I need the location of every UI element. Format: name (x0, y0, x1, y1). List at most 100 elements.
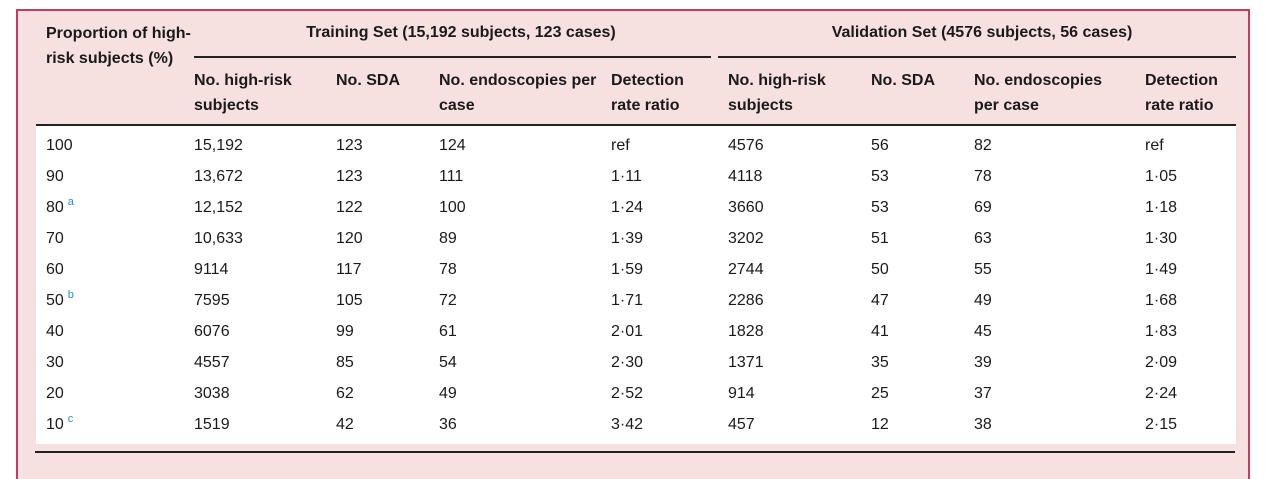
data-cell: 56 (871, 137, 889, 154)
data-cell: 39 (974, 354, 992, 371)
data-cell: 1·18 (1145, 199, 1178, 216)
data-cell: 2·15 (1145, 416, 1178, 433)
data-cell: 2·24 (1145, 385, 1178, 402)
column-header: No. high-risk subjects (194, 58, 336, 126)
data-cell: 2·09 (1145, 354, 1178, 371)
column-header: No. high-risk subjects (728, 58, 871, 126)
group-header-validation: Validation Set (4576 subjects, 56 cases) (718, 11, 1237, 58)
row-header: Proportion of high-risk subjects (%) (36, 11, 194, 126)
column-header: No. SDA (871, 58, 974, 126)
data-cell: 1·71 (611, 292, 644, 309)
column-header: No. SDA (336, 58, 439, 126)
data-cell: 37 (974, 385, 992, 402)
proportion-cell: 70 (36, 223, 194, 254)
data-cell: 1519 (194, 416, 230, 433)
proportion-cell: 80 a (36, 192, 194, 223)
data-cell: 49 (974, 292, 992, 309)
data-cell: 69 (974, 199, 992, 216)
data-cell: 1371 (728, 354, 764, 371)
data-cell: 63 (974, 230, 992, 247)
data-cell: 123 (336, 168, 363, 185)
group-label: Validation Set (4576 subjects, 56 cases) (831, 24, 1133, 41)
data-cell: ref (611, 137, 630, 154)
column-header: No. endoscopies per case (439, 58, 611, 126)
proportion-cell: 100 (36, 125, 194, 161)
data-cell: 2·01 (611, 323, 644, 340)
table-row: 100 15,192 123 124 ref 4576 56 82 ref (36, 125, 1236, 161)
data-cell: 3·42 (611, 416, 644, 433)
data-cell: 55 (974, 261, 992, 278)
proportion-value: 70 (46, 230, 64, 247)
data-cell: 1·24 (611, 199, 644, 216)
data-cell: 78 (974, 168, 992, 185)
data-cell: 4576 (728, 137, 764, 154)
data-cell: 15,192 (194, 137, 243, 154)
data-cell: 1·11 (611, 168, 642, 185)
padding-cell (36, 440, 1236, 444)
data-cell: 50 (871, 261, 889, 278)
data-cell: 6076 (194, 323, 230, 340)
data-cell: 123 (336, 137, 363, 154)
table-row: 60 9114 117 78 1·59 2744 50 55 1·49 (36, 254, 1236, 285)
column-header: Detection rate ratio (611, 58, 728, 126)
data-cell: 49 (439, 385, 457, 402)
proportion-cell: 40 (36, 316, 194, 347)
data-cell: 124 (439, 137, 466, 154)
footnote-link[interactable]: a (67, 196, 74, 208)
data-cell: 914 (728, 385, 755, 402)
data-cell: 117 (336, 261, 362, 278)
data-cell: 457 (728, 416, 755, 433)
data-cell: 13,672 (194, 168, 243, 185)
data-cell: 1·39 (611, 230, 644, 247)
proportion-cell: 10 c (36, 409, 194, 440)
table-row: 40 6076 99 61 2·01 1828 41 45 1·83 (36, 316, 1236, 347)
proportion-value: 100 (46, 137, 73, 154)
data-cell: ref (1145, 137, 1164, 154)
data-cell: 4557 (194, 354, 230, 371)
data-cell: 3660 (728, 199, 764, 216)
data-cell: 35 (871, 354, 889, 371)
data-cell: 89 (439, 230, 457, 247)
table-row: 20 3038 62 49 2·52 914 25 37 2·24 (36, 378, 1236, 409)
data-cell: 2·52 (611, 385, 644, 402)
group-header-training: Training Set (15,192 subjects, 123 cases… (194, 11, 728, 58)
data-cell: 25 (871, 385, 889, 402)
data-cell: 82 (974, 137, 992, 154)
data-cell: 62 (336, 385, 354, 402)
data-cell: 2·30 (611, 354, 644, 371)
proportion-cell: 50 b (36, 285, 194, 316)
data-cell: 105 (336, 292, 363, 309)
proportion-value: 60 (46, 261, 64, 278)
table-row: 50 b 7595 105 72 1·71 2286 47 49 1·68 (36, 285, 1236, 316)
data-cell: 51 (871, 230, 889, 247)
data-cell: 41 (871, 323, 889, 340)
proportion-value: 10 (46, 416, 64, 433)
data-cell: 42 (336, 416, 354, 433)
column-header: No. endoscopies per case (974, 58, 1145, 126)
proportion-cell: 90 (36, 161, 194, 192)
table-row: 30 4557 85 54 2·30 1371 35 39 2·09 (36, 347, 1236, 378)
data-cell: 12,152 (194, 199, 243, 216)
footnote-link[interactable]: c (67, 413, 74, 425)
data-cell: 45 (974, 323, 992, 340)
data-cell: 10,633 (194, 230, 243, 247)
column-header: Detection rate ratio (1145, 58, 1237, 126)
data-cell: 54 (439, 354, 457, 371)
data-cell: 3202 (728, 230, 764, 247)
data-cell: 120 (336, 230, 363, 247)
data-cell: 36 (439, 416, 457, 433)
data-cell: 78 (439, 261, 457, 278)
proportion-cell: 20 (36, 378, 194, 409)
group-label: Training Set (15,192 subjects, 123 cases… (306, 24, 616, 41)
table-row: 10 c 1519 42 36 3·42 457 12 38 2·15 (36, 409, 1236, 440)
data-cell: 4118 (728, 168, 763, 185)
data-cell: 12 (871, 416, 889, 433)
table-row: 80 a 12,152 122 100 1·24 3660 53 69 1·18 (36, 192, 1236, 223)
data-cell: 1828 (728, 323, 764, 340)
data-cell: 1·83 (1145, 323, 1178, 340)
table-frame: Proportion of high-risk subjects (%) Tra… (16, 9, 1250, 479)
data-cell: 1·68 (1145, 292, 1178, 309)
data-cell: 47 (871, 292, 889, 309)
proportion-cell: 60 (36, 254, 194, 285)
footnote-link[interactable]: b (67, 289, 74, 301)
